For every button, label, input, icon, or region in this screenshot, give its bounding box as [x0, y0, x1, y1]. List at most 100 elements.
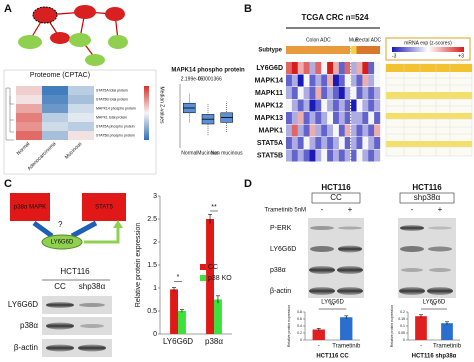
heatmap-cell [42, 113, 68, 122]
heatmap-cell [333, 124, 340, 137]
arrowhead [113, 220, 123, 228]
heatmap-cell [356, 99, 363, 112]
heatmap-cell [368, 112, 375, 124]
heatmap-cell [297, 74, 304, 87]
heatmap-cell [16, 122, 42, 131]
subtype-name: Colon ADC [306, 37, 331, 43]
y-tick-label: 0.2 [297, 331, 302, 335]
heatmap-cell [303, 149, 310, 162]
color-key-max: +3 [458, 53, 464, 59]
heatmap-cell [362, 124, 369, 137]
heatmap-cell [42, 131, 68, 140]
annotation: ** [211, 204, 217, 211]
target-label: LY6G6D [51, 240, 74, 246]
heatmap-cell [303, 74, 310, 87]
bar [178, 311, 186, 334]
bar [312, 329, 325, 340]
heatmap-cell [356, 124, 363, 137]
bar [441, 323, 453, 340]
y-tick-label: 0.8 [297, 310, 302, 314]
panel-label: D [244, 178, 252, 190]
heatmap-cell [362, 137, 369, 149]
bar [415, 316, 427, 340]
box [399, 192, 455, 204]
heatmap-cell [362, 99, 369, 112]
row-label: STAT5B total protein [96, 97, 128, 101]
title: TCGA CRC n=524 [301, 13, 369, 22]
y-tick-label: 0.2 [400, 310, 405, 314]
heatmap-cell [344, 99, 351, 112]
heatmap-cell [368, 87, 375, 99]
annotation: 0.0001366 [198, 76, 222, 82]
x-tick-label: p38α [205, 337, 223, 346]
heatmap-cell [374, 87, 381, 99]
heatmap-cell [16, 131, 42, 140]
heatmap-cell [338, 74, 345, 87]
heatmap-cell [350, 99, 357, 112]
color-key-title: mRNA exp (z-scores) [404, 40, 452, 46]
heatmap-cell [309, 112, 316, 124]
y-axis-label: Relative protein expression [390, 305, 394, 347]
heatmap-cell [368, 124, 375, 137]
heatmap-cell [297, 149, 304, 162]
heatmap-cell [309, 124, 316, 137]
heatmap-cell [350, 74, 357, 87]
heatmap-cell [291, 99, 298, 112]
heatmap-cell [338, 62, 345, 74]
heatmap-cell [291, 149, 298, 162]
heatmap-cell [356, 62, 363, 74]
subtype-name: Muc [349, 37, 359, 43]
y-tick-label: 2.5 [147, 216, 157, 223]
colorbar [144, 86, 149, 140]
lane-label: - [411, 205, 414, 214]
heatmap-cell [321, 149, 328, 162]
heatmap-cell [321, 62, 328, 74]
node-label: STAT5 [95, 205, 113, 211]
heatmap-cell [338, 149, 345, 162]
heatmap-cell [368, 74, 375, 87]
colorbar-title: Median Z-values [159, 87, 165, 124]
heatmap-cell [350, 87, 357, 99]
y-axis-label: Relative protein expression [287, 305, 291, 347]
heatmap-cell [344, 87, 351, 99]
heatmap-cell [42, 86, 68, 95]
panel-label: C [4, 178, 12, 190]
heatmap-cell [368, 62, 375, 74]
heatmap-cell [344, 74, 351, 87]
heatmap-cell [286, 99, 293, 112]
y-tick-label: 0 [153, 331, 157, 338]
heatmap-cell [333, 99, 340, 112]
lane-label: + [348, 205, 353, 214]
y-tick-label: 0.1 [400, 324, 405, 328]
heatmap-cell [16, 95, 42, 104]
heatmap-cell [368, 137, 375, 149]
heatmap-cell [344, 124, 351, 137]
heatmap-cell [327, 62, 334, 74]
heatmap-cell [303, 137, 310, 149]
side-table [385, 63, 473, 157]
heatmap-cell [321, 137, 328, 149]
row-label: MAPK1 total protein [96, 115, 127, 119]
heatmap-cell [303, 87, 310, 99]
heatmap-cell [333, 149, 340, 162]
heatmap-cell [362, 149, 369, 162]
heatmap-cell [327, 124, 334, 137]
x-tick-label: Normal [181, 150, 197, 156]
chart-subtitle: HCT116 CC [316, 354, 349, 360]
blot-row-label: p38α [20, 321, 38, 330]
target-node [41, 234, 83, 250]
x-tick-label: Mucinous [197, 150, 219, 156]
bar [214, 299, 222, 334]
heatmap-cell [315, 62, 322, 74]
heatmap-cell [338, 137, 345, 149]
heatmap-cell [68, 122, 94, 131]
x-tick-label: - [318, 344, 320, 350]
y-tick-label: 1.5 [147, 262, 157, 269]
heatmap-cell [286, 137, 293, 149]
y-tick-label: 1 [153, 285, 157, 292]
node-box [10, 193, 50, 221]
heatmap-cell [350, 137, 357, 149]
heatmap-cell [286, 112, 293, 124]
gene-label: LY6G6D [256, 65, 283, 72]
heatmap-cell [362, 74, 369, 87]
